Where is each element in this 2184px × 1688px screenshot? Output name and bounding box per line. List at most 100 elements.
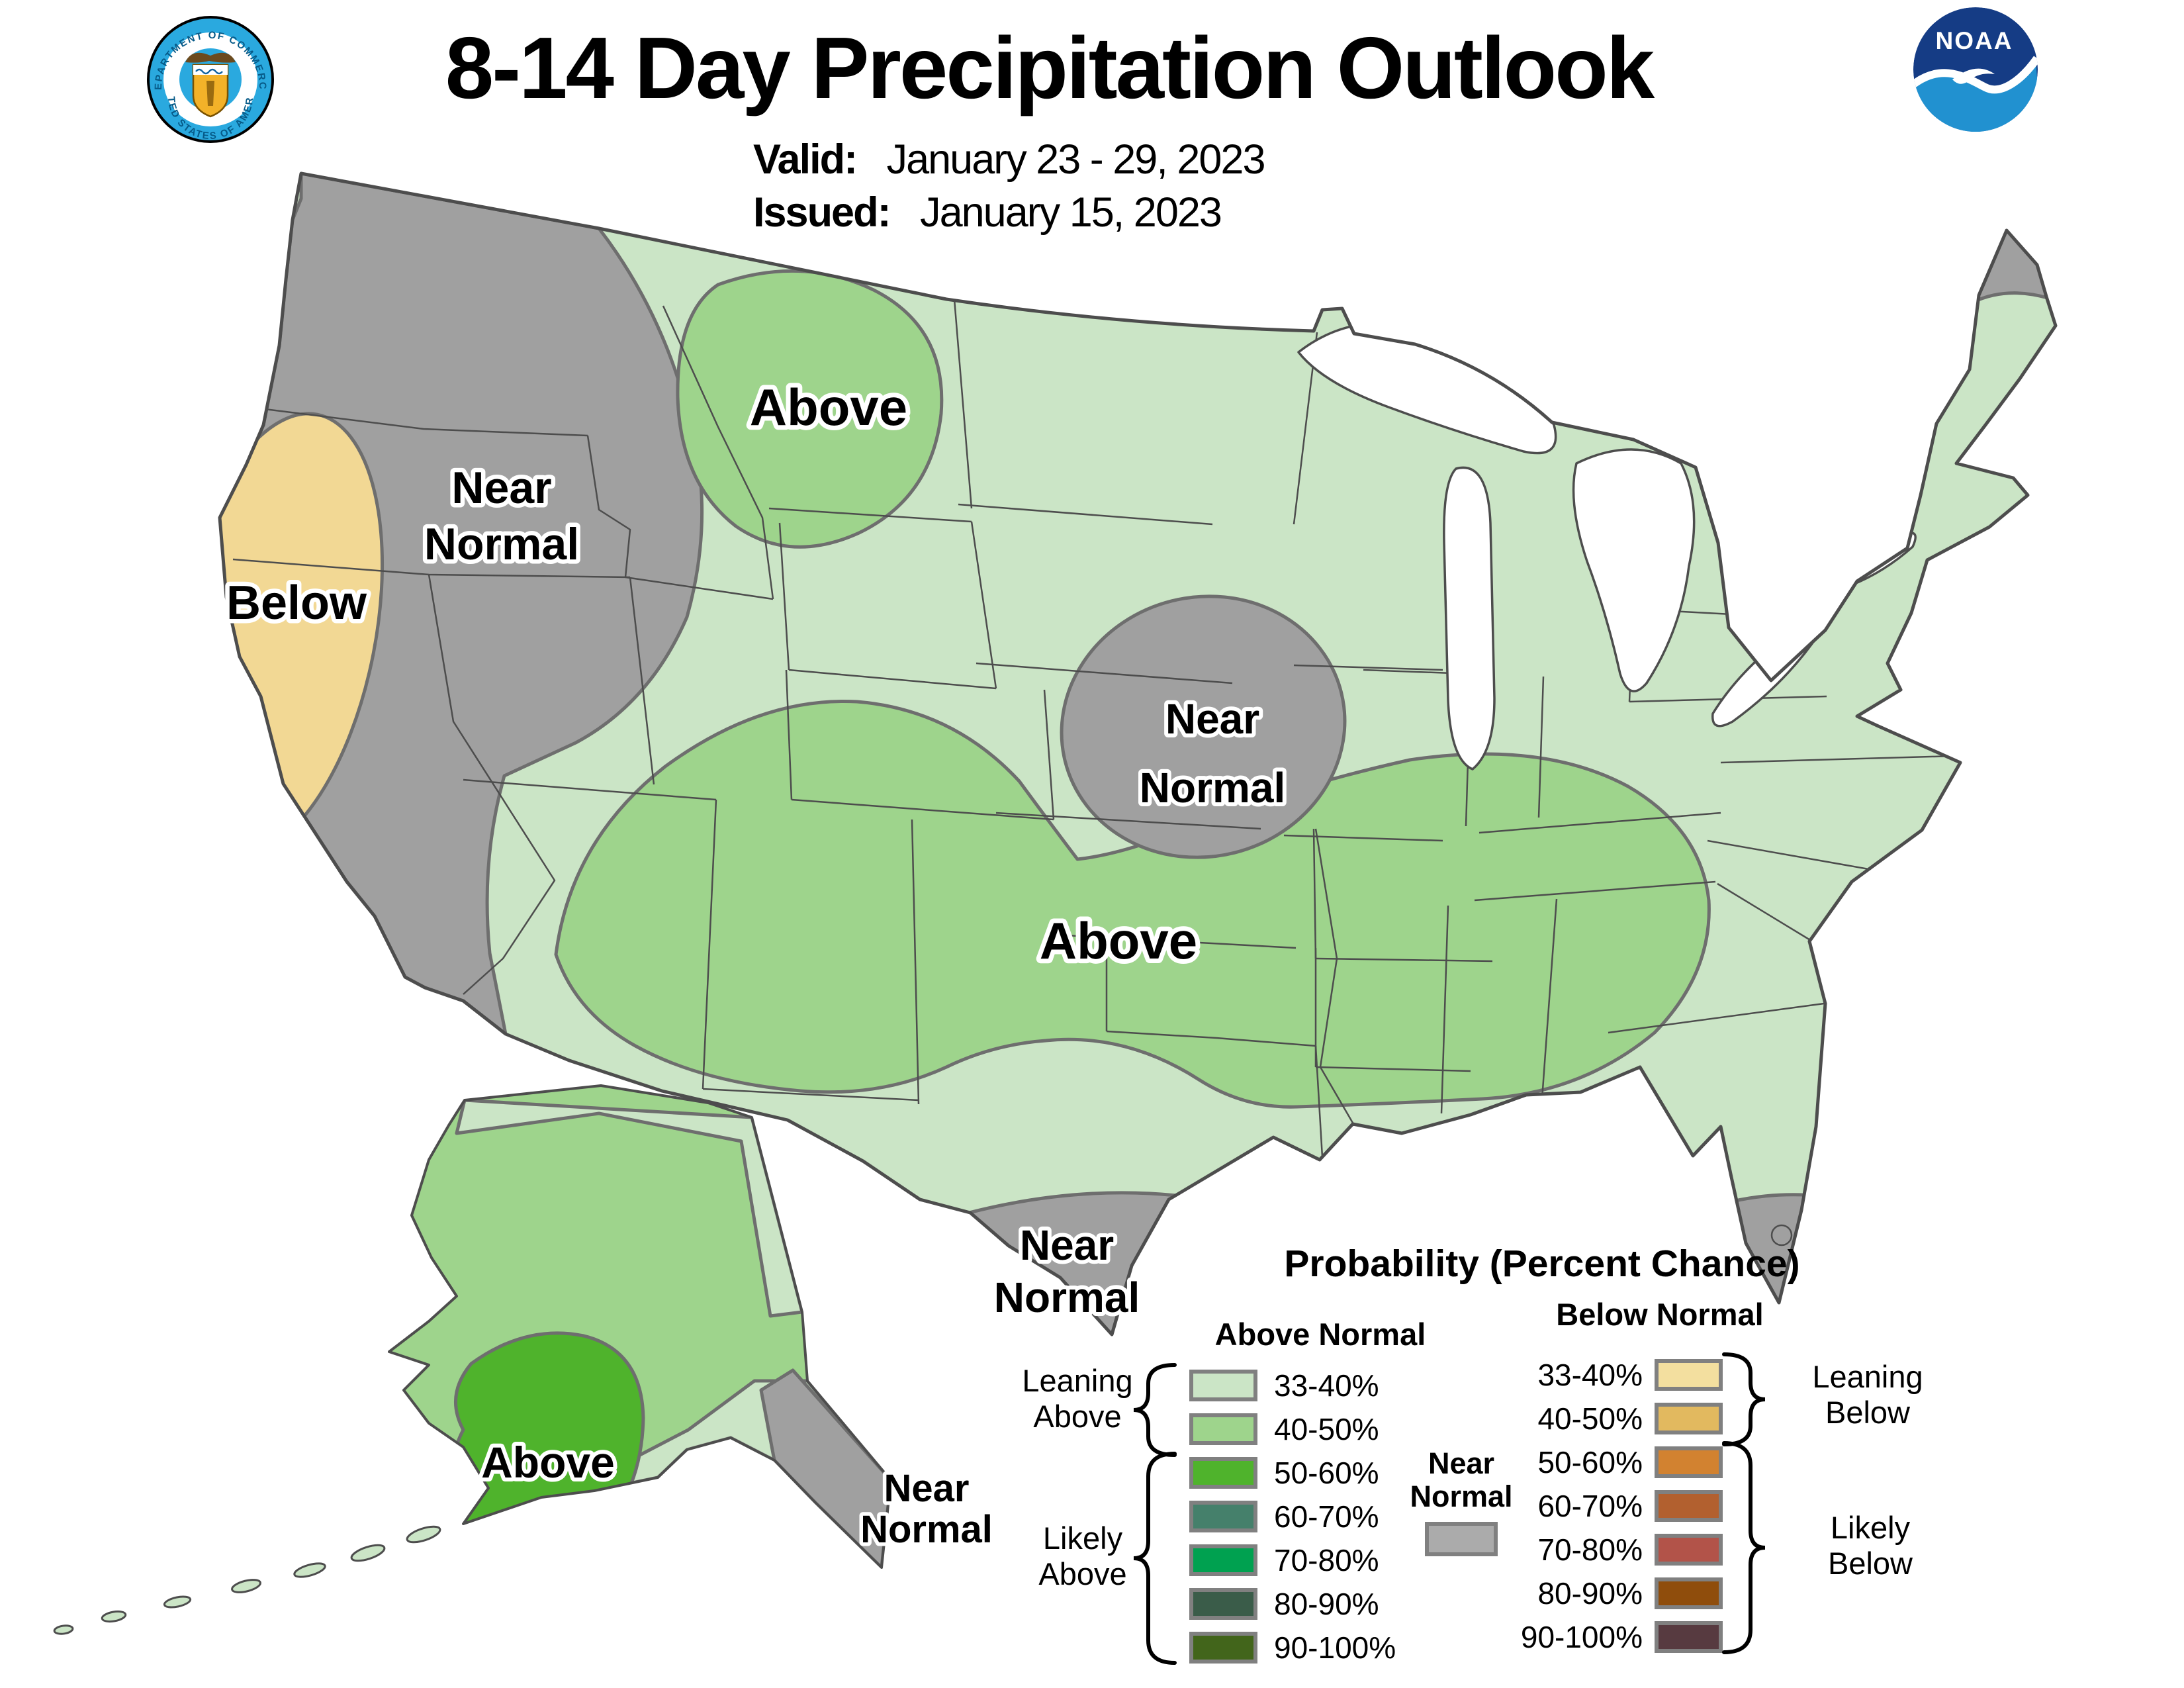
legend-label-above-33-40: 33-40% [1274,1368,1379,1403]
noaa-seagull-icon [1952,68,1995,84]
legend-swatch-above-70-80 [1189,1544,1257,1576]
issued-line: Issued: January 15, 2023 [753,189,1221,236]
legend-swatch-below-70-80 [1655,1534,1723,1566]
alaska-map: Above Near Normal [53,1084,996,1635]
seal-eagle-icon [185,52,236,63]
legend-swatch-near-normal [1425,1522,1498,1556]
legend-swatch-below-40-50 [1655,1403,1723,1434]
legend-leaning-below-line1: Leaning [1812,1359,1923,1394]
legend-row-below-0: 33-40% [1537,1358,1723,1392]
legend-row-below-5: 80-90% [1537,1576,1723,1611]
map-label-alaska-near: Near [884,1467,970,1510]
conus-labels: Above Near Normal Below Near Normal Abov… [222,373,1289,1325]
legend-row-below-1: 40-50% [1537,1401,1723,1436]
alaska-outline [388,1084,892,1569]
state-borders [232,299,1956,1158]
map-label-plains-near: Near [1165,695,1259,743]
legend-leaning-above-line1: Leaning [1022,1363,1132,1398]
header: 8-14 Day Precipitation Outlook Valid: Ja… [445,19,1657,236]
legend-swatch-below-60-70 [1655,1490,1723,1522]
legend-swatch-below-90-100 [1655,1621,1723,1653]
legend-label-below-33-40: 33-40% [1537,1358,1643,1392]
map-label-west-near: Near [451,463,551,513]
legend-row-below-6: 90-100% [1521,1620,1723,1654]
noaa-logo: NOAA [1913,7,2038,132]
issued-value: January 15, 2023 [920,189,1221,236]
legend-label-above-70-80: 70-80% [1274,1543,1379,1577]
legend-near-normal-line1: Near [1428,1446,1494,1480]
lake-michigan [1443,466,1496,771]
region-plains-near-normal [1060,594,1347,859]
page-title: 8-14 Day Precipitation Outlook [445,19,1655,117]
map-label-west-normal: Normal [424,519,579,569]
brace-leaning-below [1722,1352,1766,1446]
legend-swatch-below-80-90 [1655,1577,1723,1609]
legend-label-below-80-90: 80-90% [1537,1576,1643,1611]
map-label-southcentral-above: Above [1040,912,1197,970]
legend-row-above-2: 50-60% [1189,1456,1379,1490]
legend-label-below-90-100: 90-100% [1521,1620,1643,1654]
brace-likely-above [1133,1452,1177,1665]
conus-outline [218,171,2058,1336]
map-label-alaska-normal: Normal [860,1508,993,1551]
lake-okeechobee [1770,1224,1793,1246]
legend-label-below-50-60: 50-60% [1537,1445,1643,1479]
map-label-california-below: Below [226,577,367,630]
legend-above-column: 33-40% 40-50% 50-60% 60-70% 70-80% 80-90… [1189,1368,1396,1665]
legend-near-normal: Near Normal [1410,1446,1513,1556]
legend-row-below-3: 60-70% [1537,1489,1723,1523]
legend-label-above-50-60: 50-60% [1274,1456,1379,1490]
legend-swatch-above-80-90 [1189,1588,1257,1620]
legend-swatch-above-33-40 [1189,1370,1257,1401]
region-alaska-north-fringe [455,1098,804,1318]
valid-label: Valid: [753,136,856,183]
legend-row-above-3: 60-70% [1189,1499,1379,1534]
brace-likely-below [1722,1441,1766,1654]
aleutian-islands [53,1525,441,1635]
map-label-stx-near: Near [1020,1221,1114,1269]
legend-swatch-above-90-100 [1189,1632,1257,1664]
noaa-wordmark: NOAA [1936,27,2013,54]
legend-label-below-40-50: 40-50% [1537,1401,1643,1436]
legend-swatch-above-60-70 [1189,1501,1257,1532]
seal-lighthouse-icon [206,81,214,106]
legend-row-below-2: 50-60% [1537,1445,1723,1479]
legend-leaning-below-line2: Below [1825,1395,1911,1430]
legend-swatch-below-50-60 [1655,1446,1723,1478]
legend-leaning-above-line2: Above [1033,1399,1121,1434]
map-label-plains-normal: Normal [1140,764,1286,812]
legend: Probability (Percent Chance) Above Norma… [1022,1243,1923,1665]
legend-below-column: 33-40% 40-50% 50-60% 60-70% 70-80% 80-90… [1521,1358,1723,1654]
legend-swatch-above-40-50 [1189,1413,1257,1445]
region-southcentral-above [554,699,1711,1109]
legend-likely-above-line2: Above [1038,1556,1126,1591]
legend-swatch-below-33-40 [1655,1359,1723,1391]
map-label-alaska-above: Above [481,1438,615,1487]
legend-row-above-0: 33-40% [1189,1368,1379,1403]
legend-row-above-1: 40-50% [1189,1412,1379,1446]
legend-label-below-70-80: 70-80% [1537,1532,1643,1567]
map-label-stx-normal: Normal [994,1274,1140,1321]
legend-label-above-60-70: 60-70% [1274,1499,1379,1534]
doc-seal: DEPARTMENT OF COMMERCE UNITED STATES OF … [0,0,274,143]
map-label-montana-above: Above [750,378,907,436]
issued-label: Issued: [753,189,890,236]
legend-title: Probability (Percent Chance) [1284,1243,1799,1285]
alaska-labels: Above Near Normal [477,1434,996,1555]
legend-swatch-above-50-60 [1189,1457,1257,1489]
legend-below-header: Below Normal [1556,1297,1763,1332]
valid-value: January 23 - 29, 2023 [887,136,1265,183]
legend-likely-above-line1: Likely [1043,1521,1123,1556]
conus-map: Above Near Normal Below Near Normal Abov… [218,171,2058,1336]
legend-groups: Leaning Above Likely Above Leaning Below… [1022,1352,1923,1665]
legend-likely-below-line2: Below [1828,1546,1913,1581]
lake-huron [1572,448,1696,692]
legend-row-above-6: 90-100% [1189,1630,1396,1665]
legend-row-above-4: 70-80% [1189,1543,1379,1577]
legend-row-below-4: 70-80% [1537,1532,1723,1567]
noaa-wave-icon [1913,56,2038,94]
legend-above-header: Above Normal [1215,1317,1426,1352]
legend-label-above-80-90: 80-90% [1274,1587,1379,1621]
legend-label-above-40-50: 40-50% [1274,1412,1379,1446]
